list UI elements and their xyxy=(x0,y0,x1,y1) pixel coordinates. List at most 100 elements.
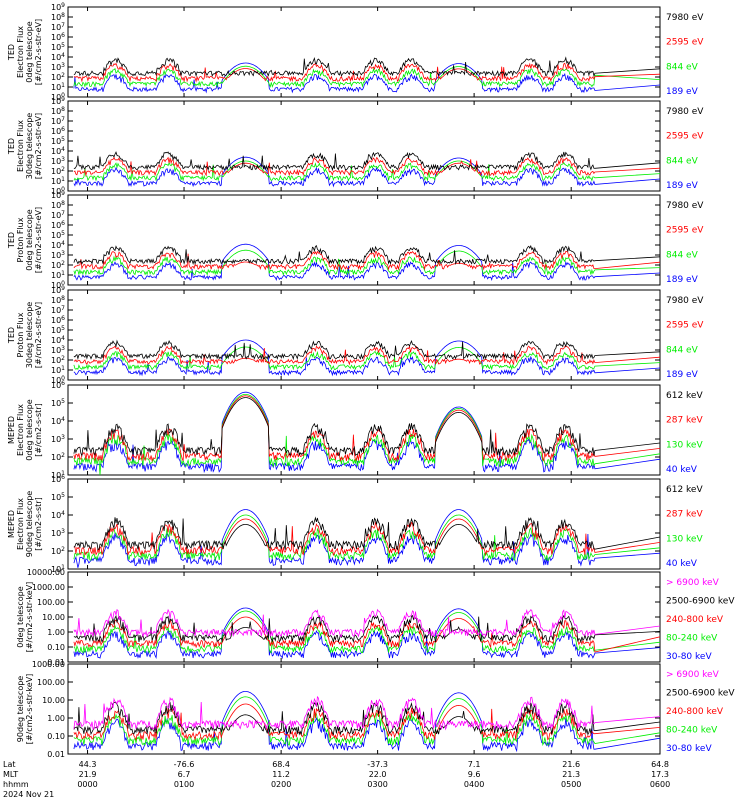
y-tick-label: 105 xyxy=(51,325,65,335)
y-tick-label: 1.00 xyxy=(47,714,65,723)
y-tick-label: 10.00 xyxy=(42,613,65,622)
y-axis-label-line: [#/cm2-s-str] xyxy=(34,497,43,550)
y-tick-label: 0.01 xyxy=(47,750,65,759)
y-axis-label-line: TED xyxy=(7,44,16,61)
legend-entry: 2595 eV xyxy=(666,132,704,142)
y-tick-label: 103 xyxy=(51,345,65,355)
y-axis-label-line: Electron Flux xyxy=(16,498,25,550)
x-tick-label: 17.3 xyxy=(651,770,669,779)
y-axis-label-line: 0deg telescope xyxy=(25,21,34,82)
panel-frame xyxy=(67,663,661,755)
x-tick-label: -37.3 xyxy=(367,760,388,769)
time-axis: Lat 44.3 -76.6 68.4 -37.3 7.1 21.6 64.8 MLT 21.9 6… xyxy=(3,760,670,799)
x-tick-label: -76.6 xyxy=(174,760,195,769)
series-1-line xyxy=(73,339,661,361)
legend-entry: 7980 eV xyxy=(666,13,704,23)
y-axis-label-line: Proton Flux xyxy=(16,217,25,262)
series-2-line xyxy=(73,395,661,463)
y-tick-label: 0.10 xyxy=(47,732,65,741)
y-tick-label: 107 xyxy=(51,22,65,32)
y-tick-label: 102 xyxy=(51,355,65,365)
legend-entry: 287 keV xyxy=(666,416,703,426)
legend-entry: 40 keV xyxy=(666,559,698,569)
y-tick-label: 108 xyxy=(51,106,65,116)
legend-entry: 7980 eV xyxy=(666,296,704,306)
y-tick-label: 107 xyxy=(51,210,65,220)
y-tick-label: 104 xyxy=(51,240,65,250)
series-4-line xyxy=(73,339,661,377)
legend-entry: 844 eV xyxy=(666,345,699,355)
y-tick-label: 104 xyxy=(51,52,65,62)
series-1-line xyxy=(73,695,661,731)
panel-7: 0.01 0.10 1.00 10.00 100.00 1000.00 10000.000d… xyxy=(16,568,735,667)
y-axis-label-line: TED xyxy=(7,327,16,344)
legend-entry: 287 keV xyxy=(666,510,703,520)
x-tick-label: 22.0 xyxy=(369,770,387,779)
series-2-line xyxy=(73,156,661,177)
y-tick-label: 109 xyxy=(51,285,65,295)
x-tick-label: 21.3 xyxy=(562,770,580,779)
y-tick-label: 109 xyxy=(51,2,65,12)
y-tick-label: 0.01 xyxy=(47,658,65,667)
y-tick-label: 102 xyxy=(51,166,65,176)
y-tick-label: 0.10 xyxy=(47,643,65,652)
series-1-line xyxy=(73,244,661,266)
y-tick-label: 1000.00 xyxy=(32,660,65,669)
y-tick-label: 107 xyxy=(51,305,65,315)
y-axis-label-line: 90deg telescope xyxy=(16,676,25,743)
y-axis-label-line: [#/cm2-s-str] xyxy=(34,403,43,456)
series-4-line xyxy=(73,509,661,568)
y-tick-label: 1.00 xyxy=(47,628,65,637)
x-tick-label: 9.6 xyxy=(468,770,481,779)
legend-entry: 40 keV xyxy=(666,465,698,475)
y-axis-label-line: 0deg telescope xyxy=(16,586,25,647)
y-tick-label: 100 xyxy=(51,375,65,385)
x-tick-label: 0300 xyxy=(367,780,387,789)
x-tick-label: 0400 xyxy=(464,780,484,789)
series-5-line xyxy=(73,607,661,660)
y-axis-label-line: Proton Flux xyxy=(16,312,25,357)
y-tick-label: 106 xyxy=(51,220,65,230)
x-tick-label: 0000 xyxy=(77,780,97,789)
legend-entry: 189 eV xyxy=(666,181,699,191)
legend-entry: 612 keV xyxy=(666,485,703,495)
axis-row-label: hhmm xyxy=(3,780,29,789)
y-axis-label-line: [#/cm2-s-str-eV] xyxy=(34,19,43,85)
x-tick-label: 11.2 xyxy=(272,770,290,779)
y-tick-label: 102 xyxy=(51,452,65,462)
panel-8: 0.01 0.10 1.00 10.00 100.00 1000.00 90deg tele… xyxy=(16,660,735,759)
legend-entry: 30-80 keV xyxy=(666,652,712,662)
legend-entry: 240-800 keV xyxy=(666,707,724,717)
y-tick-label: 102 xyxy=(51,72,65,82)
y-tick-label: 105 xyxy=(51,492,65,502)
x-tick-label: 0200 xyxy=(271,780,291,789)
legend-entry: 844 eV xyxy=(666,62,699,72)
y-tick-label: 100 xyxy=(51,186,65,196)
date-label: 2024 Nov 21 xyxy=(3,790,54,799)
series-4-line xyxy=(73,62,661,94)
y-axis-label-line: MEPED xyxy=(7,510,16,538)
y-tick-label: 106 xyxy=(51,380,65,390)
y-tick-label: 104 xyxy=(51,416,65,426)
legend-entry: 2500-6900 keV xyxy=(666,597,735,607)
y-tick-label: 103 xyxy=(51,250,65,260)
y-tick-label: 108 xyxy=(51,12,65,22)
axis-row-label: Lat xyxy=(3,760,16,769)
y-tick-label: 102 xyxy=(51,546,65,556)
series-3-line xyxy=(73,65,661,88)
y-axis-label-line: 30deg telescope xyxy=(25,113,34,180)
y-axis-label-line: Electron Flux xyxy=(16,120,25,172)
y-tick-label: 100.00 xyxy=(37,598,65,607)
y-tick-label: 101 xyxy=(51,470,65,480)
legend-entry: > 6900 keV xyxy=(666,578,720,588)
y-tick-label: 100 xyxy=(51,280,65,290)
x-tick-label: 6.7 xyxy=(178,770,191,779)
series-1-line xyxy=(73,397,661,457)
y-tick-label: 108 xyxy=(51,200,65,210)
panel-frame xyxy=(67,194,661,286)
legend-entry: 7980 eV xyxy=(666,201,704,211)
series-4-line xyxy=(73,391,661,474)
series-2-line xyxy=(73,62,661,83)
